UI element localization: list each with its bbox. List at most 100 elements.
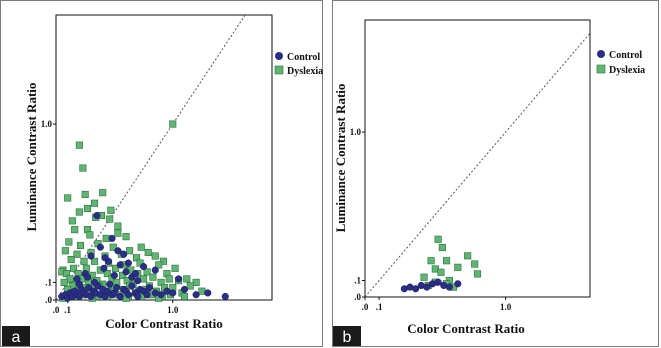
panel-a-dyslexia-point-58 xyxy=(103,270,111,278)
panel-a-dyslexia-point-31 xyxy=(61,247,69,255)
panel-a-dyslexia-point-41 xyxy=(90,257,99,265)
panel-a-dyslexia-point-37 xyxy=(155,261,163,269)
panel-b-dyslexia-point-3 xyxy=(427,257,435,265)
panel-a-control-point-55 xyxy=(175,275,183,283)
panel-a-dyslexia-point-21 xyxy=(122,233,130,241)
panel-a-dyslexia-point-17 xyxy=(106,215,114,223)
panel-a-control-point-19 xyxy=(103,287,111,295)
panel-a-control-point-61 xyxy=(108,234,116,242)
panel-a-dyslexia-point-72 xyxy=(60,278,68,286)
panel-a-dyslexia-point-110 xyxy=(180,292,188,301)
panel-a-control-point-33 xyxy=(143,291,151,299)
panel-a-tag xyxy=(2,326,30,346)
panel-b-dyslexia-point-1 xyxy=(438,243,446,252)
panel-b-tag xyxy=(333,326,361,346)
panel-a-control-point-23 xyxy=(113,284,121,292)
panel-a-control-point-46 xyxy=(100,264,108,272)
panel-a-control-point-7 xyxy=(75,292,83,301)
panel-a-dyslexia-point-64 xyxy=(66,275,74,283)
panel-a-control-point-36 xyxy=(157,291,165,299)
panel-a-control-point-11 xyxy=(85,284,93,292)
panel-b-dyslexia-point-0 xyxy=(434,235,442,243)
panel-a-dyslexia-point-69 xyxy=(140,275,148,283)
panel-b-x-tick-label-1: .1 xyxy=(376,302,383,312)
panel-a-control-point-27 xyxy=(124,291,132,299)
panel-a-control-point-45 xyxy=(90,278,99,286)
panel-a-dyslexia-point-40 xyxy=(80,257,88,265)
panel-b-x-ticks: .0 .1 1.0 xyxy=(362,297,512,312)
panel-a-dyslexia-point-5 xyxy=(169,120,177,128)
panel-a-dyslexia-point-22 xyxy=(137,243,145,251)
panel-a-y-tick-label-0: .0 xyxy=(45,295,52,305)
panel-b-y-tick-label-2: 1.0 xyxy=(350,127,362,137)
panel-a-dyslexia-point-53 xyxy=(143,268,151,276)
panel-a-legend: Control Dyslexia xyxy=(274,52,323,77)
panel-a-dyslexia-point-29 xyxy=(144,248,152,257)
panel-a-dyslexia-point-62 xyxy=(165,275,173,283)
panel-b-legend-dyslexia-marker xyxy=(596,64,606,74)
panel-a-control-point-34 xyxy=(145,284,153,292)
panel-b-y-axis-label: Luminance Contrast Ratio xyxy=(333,84,348,233)
panel-a-dyslexia-point-13 xyxy=(68,217,76,225)
panel-a-control-point-62 xyxy=(124,259,132,267)
panel-a-dyslexia-point-10 xyxy=(107,206,115,214)
panel-a-dyslexia-point-71 xyxy=(186,282,194,290)
panel-b-x-tick-label-2: 1.0 xyxy=(500,302,512,312)
panel-a-dyslexia-point-27 xyxy=(109,243,117,251)
panel-a-dyslexia-point-39 xyxy=(67,255,75,264)
panel-b: .0 .1 1.0 .0 .1 1.0 Luminance Contrast Ratio… xyxy=(332,0,659,347)
panel-a-control-point-63 xyxy=(83,273,92,281)
panel-a-dyslexia-point-15 xyxy=(114,222,122,230)
panel-a-dyslexia-point-24 xyxy=(65,238,73,246)
panel-a-control-point-58 xyxy=(120,250,128,258)
panel-a-dyslexia-point-18 xyxy=(71,226,79,234)
panel-a-control-point-41 xyxy=(204,289,212,297)
panel-b-dyslexia-point-5 xyxy=(437,268,445,276)
panel-b-dyslexia-point-2 xyxy=(443,257,451,265)
panel-b-dyslexia-point-6 xyxy=(420,273,428,281)
panel-b-dyslexia-point-8 xyxy=(454,263,462,271)
panel-a-legend-control-label: Control xyxy=(287,52,320,63)
panel-b-y-tick-label-1: .1 xyxy=(354,276,361,286)
panel-a-control-point-50 xyxy=(87,252,95,260)
panel-a: .0 .1 1.0 .0 .1 1.0 Luminance Contrast Ratio… xyxy=(0,0,323,347)
panel-a-dyslexia-point-0 xyxy=(75,141,83,149)
panel-b-x-axis-label: Color Contrast Ratio xyxy=(407,321,524,336)
panel-a-legend-dyslexia-marker xyxy=(274,65,284,75)
panel-b-control-point-2 xyxy=(412,285,420,293)
panel-b-dyslexia-point-10 xyxy=(471,260,479,268)
panel-a-legend-dyslexia-label: Dyslexia xyxy=(287,66,323,77)
panel-b-tag-label: b xyxy=(343,329,352,346)
panel-a-x-tick-label-1: .1 xyxy=(64,305,71,315)
panel-a-control-point-57 xyxy=(96,243,104,251)
panel-b-plot-area xyxy=(364,19,591,298)
panel-a-control-point-28 xyxy=(128,282,136,290)
panel-a-control-point-24 xyxy=(116,292,124,301)
panel-b-control-point-9 xyxy=(454,280,462,288)
panel-a-dyslexia-point-7 xyxy=(64,194,72,202)
panel-a-dyslexia-point-46 xyxy=(183,275,191,283)
panel-a-control-point-64 xyxy=(101,254,109,262)
panel-a-points xyxy=(58,120,229,302)
panel-b-y-tick-label-0: .0 xyxy=(354,292,361,302)
panel-b-reference-line xyxy=(364,32,591,298)
panel-a-dyslexia-point-12 xyxy=(90,199,99,207)
panel-a-dyslexia-point-3 xyxy=(81,190,89,198)
panel-a-control-point-30 xyxy=(134,292,142,301)
panel-b-points xyxy=(400,235,482,293)
panel-a-control-point-42 xyxy=(221,292,229,301)
panel-a-dyslexia-point-48 xyxy=(69,264,78,272)
panel-a-dyslexia-point-28 xyxy=(126,247,134,255)
panel-a-control-point-37 xyxy=(163,287,171,295)
panel-b-legend-control-label: Control xyxy=(609,50,642,61)
panel-b-legend-dyslexia-label: Dyslexia xyxy=(609,65,645,76)
panel-a-control-point-39 xyxy=(180,285,188,293)
panel-a-dyslexia-point-51 xyxy=(111,264,120,272)
panel-a-x-tick-label-2: 1.0 xyxy=(167,305,179,315)
panel-a-control-point-35 xyxy=(151,289,159,297)
panel-a-x-tick-label-0: .0 xyxy=(53,305,60,315)
panel-a-y-tick-label-1: .1 xyxy=(45,277,52,287)
panel-a-dyslexia-point-25 xyxy=(76,241,85,250)
